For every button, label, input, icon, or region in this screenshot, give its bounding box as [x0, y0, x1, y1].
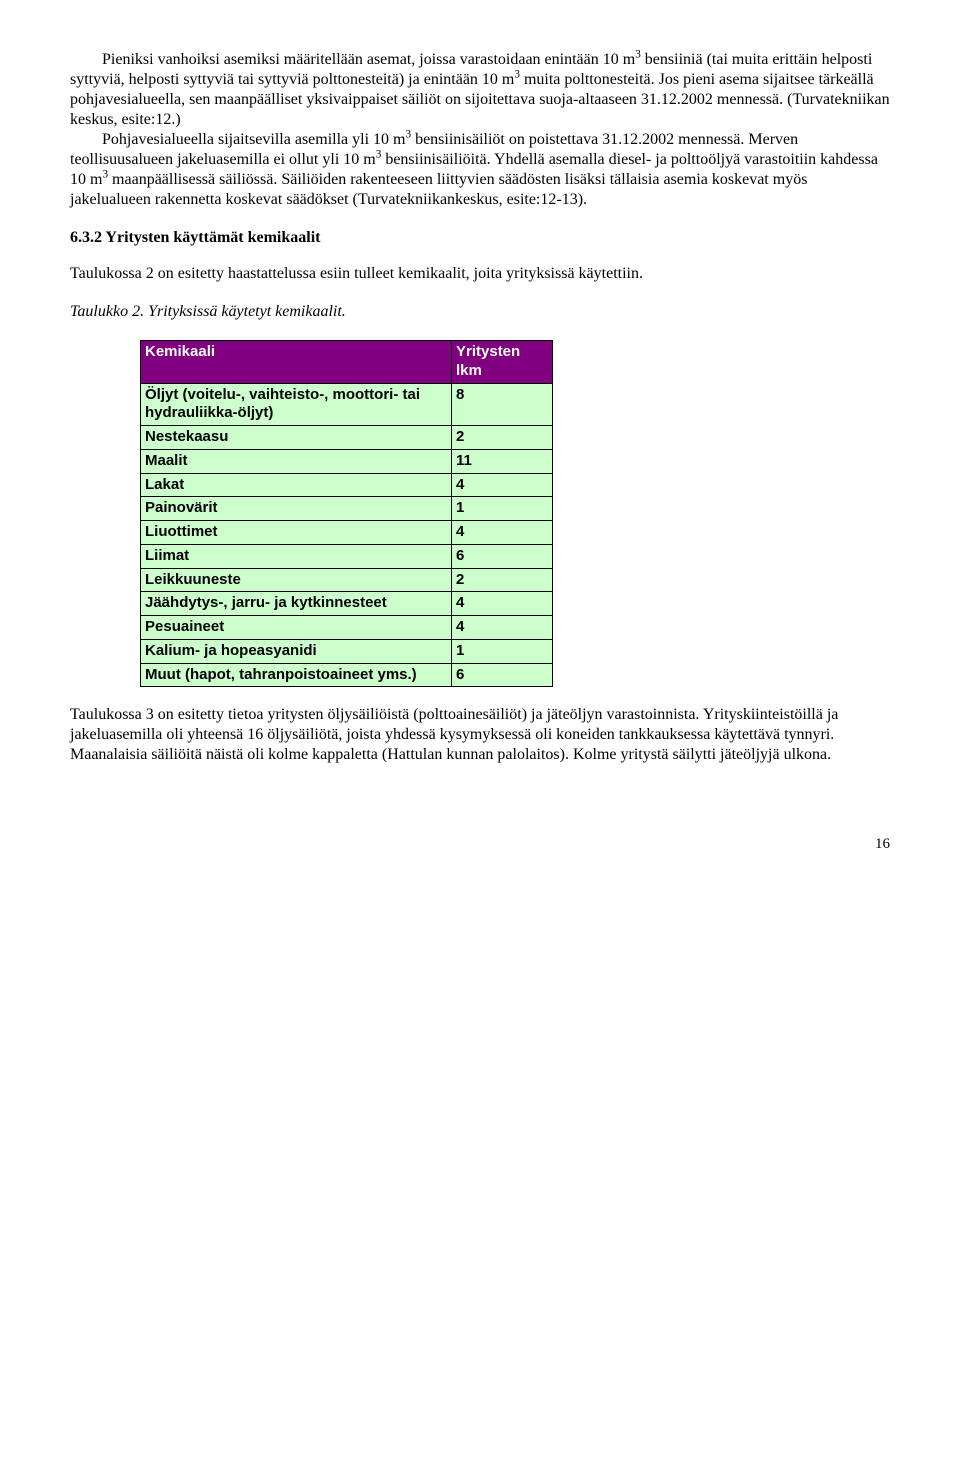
table-row: Maalit11: [141, 449, 553, 473]
table-row: Öljyt (voitelu-, vaihteisto-, moottori- …: [141, 383, 553, 426]
table-row: Pesuaineet4: [141, 616, 553, 640]
table-row: Kalium- ja hopeasyanidi1: [141, 639, 553, 663]
chemical-name-cell: Nestekaasu: [141, 426, 452, 450]
chemical-name-cell: Maalit: [141, 449, 452, 473]
chemicals-table: Kemikaali Yritysten lkm Öljyt (voitelu-,…: [140, 340, 553, 687]
chemical-name-cell: Liuottimet: [141, 521, 452, 545]
chemical-count-cell: 2: [452, 568, 553, 592]
chemical-name-cell: Painovärit: [141, 497, 452, 521]
chemicals-table-wrap: Kemikaali Yritysten lkm Öljyt (voitelu-,…: [140, 340, 890, 687]
table-row: Nestekaasu2: [141, 426, 553, 450]
chemical-name-cell: Leikkuuneste: [141, 568, 452, 592]
chemical-name-cell: Lakat: [141, 473, 452, 497]
header-count-line1: Yritysten: [456, 343, 520, 360]
chemical-count-cell: 1: [452, 639, 553, 663]
chemical-count-cell: 1: [452, 497, 553, 521]
intro-table-text: Taulukossa 2 on esitetty haastattelussa …: [70, 264, 890, 284]
chemical-count-cell: 4: [452, 592, 553, 616]
paragraph-2: Pohjavesialueella sijaitsevilla asemilla…: [70, 130, 890, 210]
table-row: Jäähdytys-, jarru- ja kytkinnesteet4: [141, 592, 553, 616]
para2-d: maanpäällisessä säiliössä. Säiliöiden ra…: [70, 171, 807, 208]
para2-a: Pohjavesialueella sijaitsevilla asemilla…: [102, 131, 405, 148]
page-number: 16: [70, 835, 890, 854]
table-row: Lakat4: [141, 473, 553, 497]
chemical-name-cell: Liimat: [141, 544, 452, 568]
paragraph-1: Pieniksi vanhoiksi asemiksi määritellään…: [70, 50, 890, 130]
table-row: Leikkuuneste2: [141, 568, 553, 592]
header-count-line2: lkm: [456, 362, 482, 379]
chemical-name-cell: Pesuaineet: [141, 616, 452, 640]
table-body: Öljyt (voitelu-, vaihteisto-, moottori- …: [141, 383, 553, 687]
chemical-count-cell: 4: [452, 473, 553, 497]
chemical-count-cell: 6: [452, 663, 553, 687]
table-row: Liuottimet4: [141, 521, 553, 545]
para1-a: Pieniksi vanhoiksi asemiksi määritellään…: [102, 51, 635, 68]
table-row: Muut (hapot, tahranpoistoaineet yms.)6: [141, 663, 553, 687]
table-row: Liimat6: [141, 544, 553, 568]
chemical-name-cell: Kalium- ja hopeasyanidi: [141, 639, 452, 663]
chemical-count-cell: 4: [452, 616, 553, 640]
table-header-chemical: Kemikaali: [141, 341, 452, 384]
chemical-count-cell: 2: [452, 426, 553, 450]
table-header-row: Kemikaali Yritysten lkm: [141, 341, 553, 384]
chemical-name-cell: Öljyt (voitelu-, vaihteisto-, moottori- …: [141, 383, 452, 426]
chemical-name-cell: Jäähdytys-, jarru- ja kytkinnesteet: [141, 592, 452, 616]
chemical-count-cell: 4: [452, 521, 553, 545]
chemical-count-cell: 8: [452, 383, 553, 426]
chemical-count-cell: 6: [452, 544, 553, 568]
table-caption: Taulukko 2. Yrityksissä käytetyt kemikaa…: [70, 302, 890, 322]
paragraph-3: Taulukossa 3 on esitetty tietoa yrityste…: [70, 705, 890, 765]
chemical-count-cell: 11: [452, 449, 553, 473]
table-row: Painovärit1: [141, 497, 553, 521]
section-heading: 6.3.2 Yritysten käyttämät kemikaalit: [70, 228, 890, 248]
table-header-count: Yritysten lkm: [452, 341, 553, 384]
chemical-name-cell: Muut (hapot, tahranpoistoaineet yms.): [141, 663, 452, 687]
